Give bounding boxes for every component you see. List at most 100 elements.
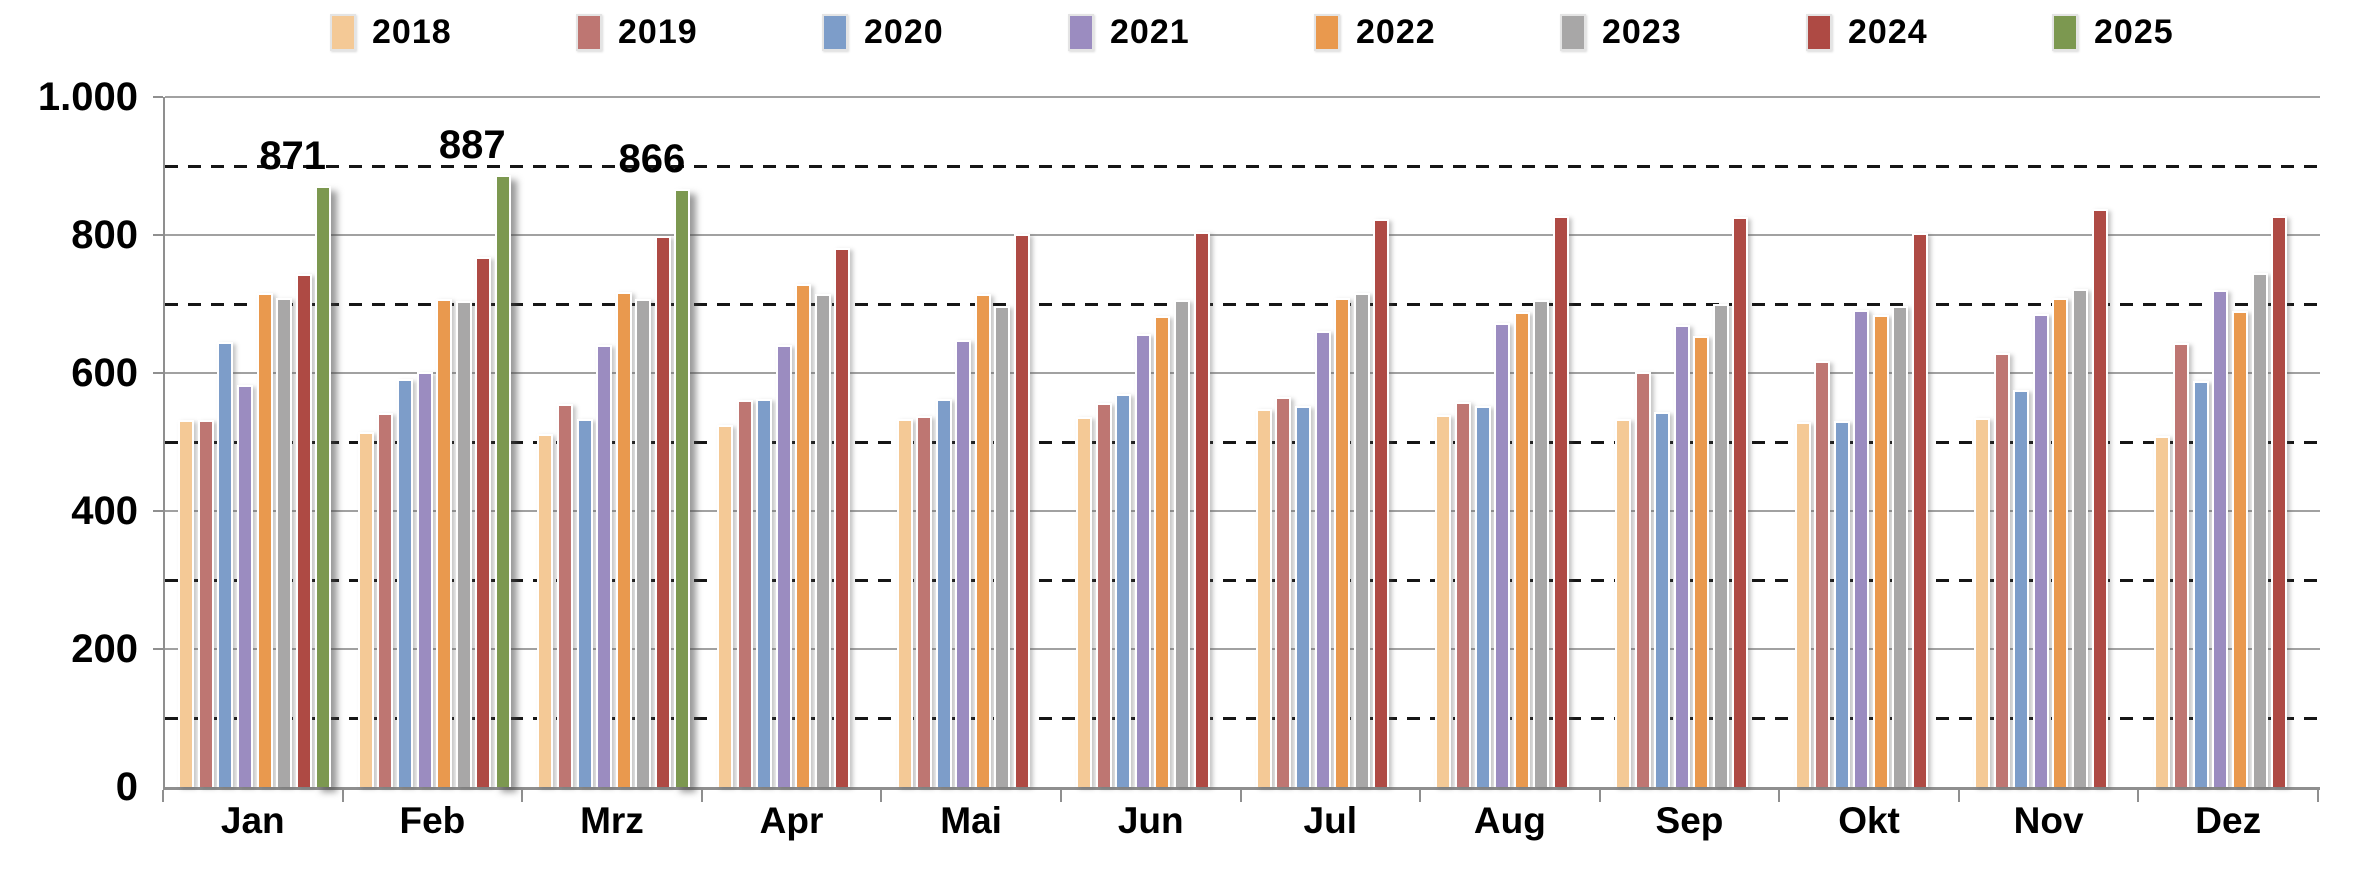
bar-2021-Mai: [955, 339, 972, 787]
bar-2021-Feb: [416, 372, 433, 787]
gridline-dashed-300: [165, 578, 2320, 582]
gridline-solid-200: [165, 648, 2320, 650]
y-axis-tick: [153, 96, 163, 98]
bar-2018-Nov: [1974, 417, 1991, 787]
bar-2023-Feb: [455, 301, 472, 787]
bar-2021-Dez: [2212, 289, 2229, 787]
bar-2018-Aug: [1435, 415, 1452, 787]
gridline-solid-600: [165, 372, 2320, 374]
legend-swatch: [576, 13, 602, 51]
bar-2022-Mrz: [615, 292, 632, 787]
y-axis-tick: [153, 234, 163, 236]
bar-2020-Apr: [756, 399, 773, 787]
bar-2020-Okt: [1833, 420, 1850, 787]
bar-2020-Mai: [935, 398, 952, 787]
bar-2019-Jul: [1275, 397, 1292, 787]
bar-2020-Nov: [2013, 389, 2030, 787]
bar-2024-Mrz: [654, 235, 671, 787]
gridline-solid-1000: [165, 96, 2320, 98]
bar-2021-Apr: [775, 344, 792, 787]
x-axis-tick: [1239, 790, 1242, 802]
x-axis-label-Jan: Jan: [220, 800, 285, 841]
legend-swatch: [330, 13, 356, 51]
bar-2022-Jul: [1334, 297, 1351, 787]
bar-2021-Jan: [237, 384, 253, 787]
x-axis-tick: [521, 790, 524, 802]
bar-2019-Aug: [1454, 401, 1471, 787]
bar-2022-Dez: [2231, 310, 2248, 787]
bar-2022-Sep: [1693, 336, 1710, 787]
bar-2022-Nov: [2052, 297, 2069, 787]
bar-2018-Jun: [1076, 417, 1093, 787]
x-axis-label-Mai: Mai: [940, 800, 1002, 841]
bar-2022-Jan: [256, 292, 273, 787]
bar-2024-Feb: [475, 257, 492, 787]
bar-2021-Jul: [1314, 330, 1331, 787]
bar-2024-Jan: [295, 274, 312, 787]
bar-2018-Mai: [896, 419, 913, 787]
bar-2025-Jan: [315, 186, 332, 787]
bar-2024-Mai: [1014, 234, 1031, 787]
bar-2020-Aug: [1474, 406, 1491, 787]
bar-2023-Apr: [814, 293, 831, 787]
bar-2020-Dez: [2192, 380, 2209, 787]
y-axis-tick: [153, 648, 163, 650]
bar-2020-Jun: [1115, 393, 1132, 787]
bar-2018-Jul: [1255, 408, 1272, 787]
x-axis-label-Mrz: Mrz: [580, 800, 644, 841]
legend-label: 2021: [1110, 12, 1190, 51]
bar-2023-Nov: [2071, 288, 2088, 787]
legend-item-2022: 2022: [1314, 12, 1436, 52]
bar-2021-Jun: [1134, 333, 1151, 787]
bar-2023-Jan: [276, 297, 293, 787]
legend-item-2024: 2024: [1806, 12, 1928, 52]
y-axis-label-0: 0: [115, 765, 138, 809]
legend-label: 2020: [864, 12, 944, 51]
legend-swatch: [2052, 13, 2078, 51]
bar-2024-Jul: [1373, 219, 1390, 787]
bar-2020-Jan: [217, 341, 234, 787]
y-axis-label-200: 200: [71, 627, 138, 671]
bar-2022-Aug: [1513, 312, 1530, 787]
bar-value-label-Jan: 871: [259, 134, 327, 178]
x-axis-label-Feb: Feb: [399, 800, 466, 841]
x-axis-tick: [1957, 790, 1960, 802]
x-axis-tick: [2137, 790, 2140, 802]
bar-2019-Sep: [1634, 372, 1651, 787]
x-axis-label-Sep: Sep: [1655, 800, 1724, 841]
bar-2019-Mrz: [557, 404, 573, 787]
bar-2022-Apr: [795, 284, 812, 787]
x-axis-tick: [162, 790, 164, 802]
legend-swatch: [822, 13, 848, 51]
bar-2021-Okt: [1853, 310, 1870, 787]
bar-2021-Mrz: [596, 345, 613, 787]
y-axis-tick: [153, 372, 163, 374]
bar-2018-Feb: [357, 432, 374, 787]
bar-2020-Feb: [397, 379, 413, 787]
bar-2023-Jul: [1353, 292, 1370, 787]
bar-2018-Okt: [1794, 422, 1811, 787]
legend-swatch: [1560, 13, 1586, 51]
bar-2023-Dez: [2251, 272, 2268, 787]
x-axis-tick: [341, 790, 344, 802]
y-axis-label-400: 400: [71, 489, 138, 533]
legend-swatch: [1806, 13, 1832, 51]
legend-item-2025: 2025: [2052, 12, 2174, 52]
bar-2021-Aug: [1494, 322, 1511, 787]
bar-2020-Jul: [1294, 406, 1311, 787]
bar-2021-Sep: [1673, 324, 1690, 787]
bar-2025-Mrz: [674, 189, 691, 787]
legend-swatch: [1068, 13, 1094, 51]
gridline-solid-400: [165, 510, 2320, 512]
bar-2024-Sep: [1732, 217, 1749, 787]
bar-2023-Mai: [994, 306, 1011, 787]
legend-item-2020: 2020: [822, 12, 944, 52]
x-axis-tick: [1419, 790, 1422, 802]
bar-2021-Nov: [2032, 314, 2049, 787]
bar-2018-Mrz: [537, 434, 554, 787]
gridline-dashed-500: [165, 440, 2320, 444]
legend-label: 2018: [372, 12, 452, 51]
gridline-solid-800: [165, 234, 2320, 236]
x-axis-label-Jul: Jul: [1303, 800, 1358, 841]
